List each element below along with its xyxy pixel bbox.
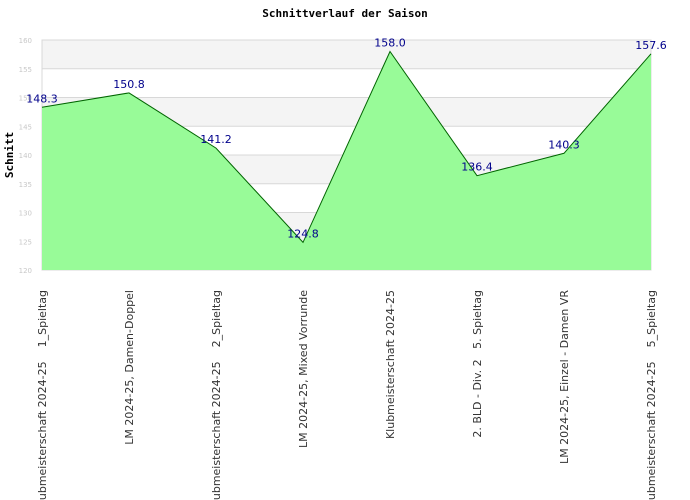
y-axis-label: Schnitt: [3, 132, 16, 178]
data-label: 148.3: [26, 92, 58, 105]
y-tick-label: 145: [19, 123, 32, 131]
y-tick-label: 155: [19, 66, 32, 74]
y-tick-label: 160: [19, 37, 32, 45]
x-axis-ticks: Klubmeisterschaft 2024-25 1_Spieltag LM 2…: [36, 290, 658, 500]
data-label: 141.2: [200, 133, 232, 146]
x-tick-label: 2. BLD - Div. 2 5. Spieltag: [471, 290, 484, 438]
chart-title: Schnittverlauf der Saison: [262, 7, 428, 20]
y-tick-label: 130: [19, 210, 32, 218]
y-tick-label: 150: [19, 95, 32, 103]
x-tick-label: Klubmeisterschaft 2024-25 2_Spieltag: [210, 290, 223, 500]
area-layer: [41, 50, 652, 270]
plot-band: [42, 68, 651, 98]
data-label: 140.3: [548, 138, 580, 151]
y-axis-ticks: 120 125 130 135 140 145 150 155 160: [19, 37, 32, 275]
data-label: 157.6: [635, 39, 667, 52]
x-tick-label: Klubmeisterschaft 2024-25: [384, 290, 397, 439]
plot-band: [42, 40, 651, 69]
data-label: 150.8: [113, 78, 145, 91]
value-labels: 148.3 150.8 141.2 124.8 158.0 136.4 140.3 157.6: [26, 37, 667, 241]
data-label: 124.8: [287, 227, 319, 240]
y-tick-label: 140: [19, 152, 32, 160]
y-tick-label: 125: [19, 238, 32, 246]
series-area: [42, 51, 651, 270]
x-tick-label: LM 2024-25, Mixed Vorrunde: [297, 290, 310, 448]
x-tick-label: Klubmeisterschaft 2024-25 1_Spieltag: [36, 290, 49, 500]
y-tick-label: 135: [19, 181, 32, 189]
data-label: 136.4: [461, 161, 493, 174]
data-label: 158.0: [374, 37, 406, 50]
x-tick-label: Klubmeisterschaft 2024-25 5_Spieltag: [645, 290, 658, 500]
x-tick-label: LM 2024-25, Einzel - Damen VR: [558, 290, 571, 464]
series-line: [41, 50, 652, 244]
y-tick-label: 120: [19, 267, 32, 275]
x-tick-label: LM 2024-25, Damen-Doppel: [123, 290, 136, 445]
